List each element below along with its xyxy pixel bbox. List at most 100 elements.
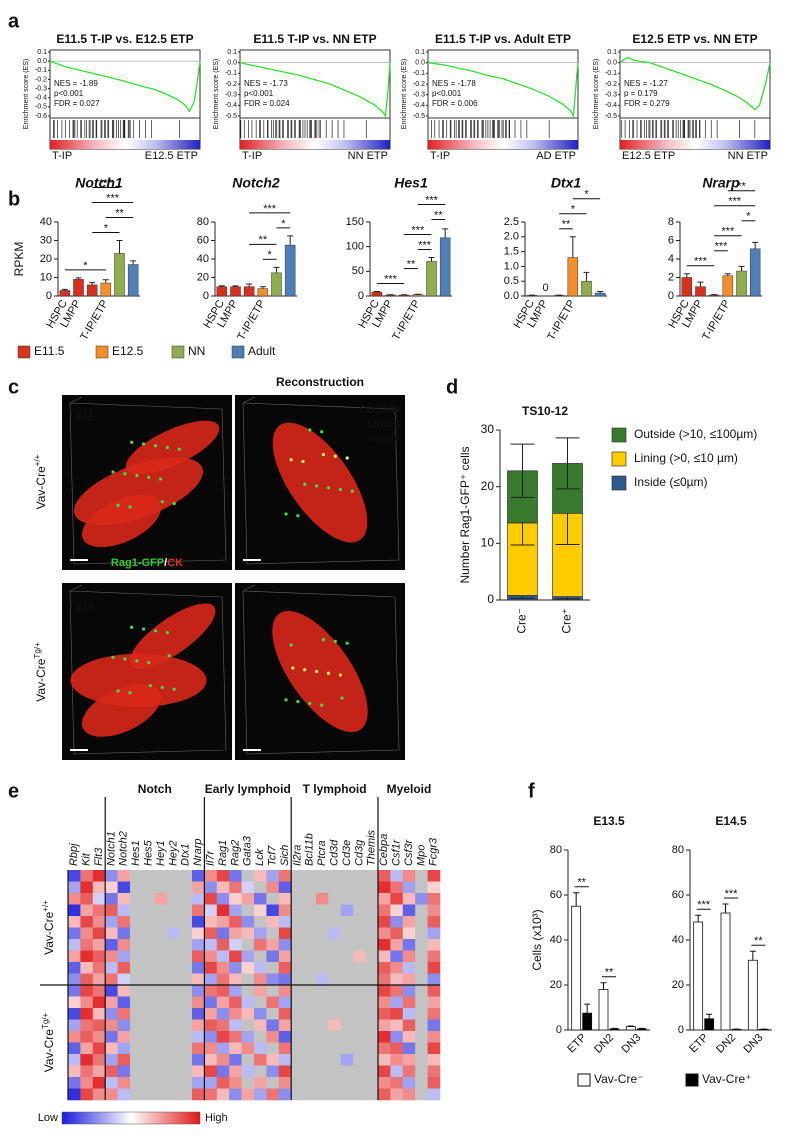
heatmap-cell bbox=[229, 904, 242, 917]
heatmap-cell bbox=[105, 985, 118, 997]
heatmap-cell bbox=[254, 950, 267, 963]
heatmap-cell bbox=[266, 916, 280, 928]
bar bbox=[284, 244, 296, 297]
heatmap-cell bbox=[68, 1065, 81, 1078]
cell-dot bbox=[345, 641, 349, 645]
heatmap-cell bbox=[167, 1019, 180, 1032]
heatmap-cell bbox=[105, 893, 118, 905]
heatmap-cell bbox=[328, 916, 342, 928]
y-tick-label: 30 bbox=[40, 234, 52, 246]
y-tick-label: 40 bbox=[550, 934, 562, 946]
heatmap-cell bbox=[117, 1054, 131, 1066]
heatmap-cell bbox=[378, 1054, 391, 1066]
heatmap-cell bbox=[105, 1088, 118, 1101]
bar bbox=[230, 286, 241, 297]
heatmap-cell bbox=[427, 1088, 441, 1101]
cell-dot bbox=[159, 477, 163, 481]
y-tick-label: 20 bbox=[40, 253, 52, 265]
heatmap-cell bbox=[216, 996, 230, 1009]
x-tick-label: Cre⁺ bbox=[560, 608, 574, 634]
heatmap-cell bbox=[229, 939, 242, 951]
heatmap-cell bbox=[80, 1054, 94, 1066]
heatmap-cell bbox=[92, 893, 106, 905]
heatmap-cell bbox=[130, 870, 143, 882]
heatmap-cell bbox=[229, 973, 242, 986]
bar bbox=[736, 270, 747, 297]
heatmap-cell bbox=[328, 962, 342, 974]
heatmap-cell bbox=[117, 870, 131, 882]
heatmap-cell bbox=[402, 1042, 416, 1055]
significance-label: * bbox=[104, 222, 109, 234]
cell-dot bbox=[172, 687, 176, 691]
y-tick-label: -0.3 bbox=[35, 85, 47, 92]
y-tick-label: 60 bbox=[550, 889, 562, 901]
significance-label: * bbox=[281, 218, 286, 230]
heatmap-cell bbox=[204, 985, 218, 997]
heatmap-cell bbox=[179, 927, 193, 940]
heatmap-cell bbox=[427, 893, 441, 905]
heatmap-cell bbox=[378, 973, 391, 986]
heatmap-cell bbox=[130, 1019, 143, 1032]
heatmap-cell bbox=[340, 1019, 354, 1032]
heatmap-cell bbox=[154, 881, 168, 894]
heatmap-cell bbox=[192, 893, 205, 905]
heatmap-cell bbox=[254, 1008, 267, 1020]
heatmap-cell bbox=[316, 939, 329, 951]
heatmap-cell bbox=[353, 1065, 366, 1078]
significance-label: ** bbox=[754, 935, 763, 947]
stain-red: CK bbox=[167, 557, 183, 569]
heatmap-cell bbox=[154, 1054, 168, 1066]
heatmap-cell bbox=[105, 1077, 118, 1089]
heatmap-cell bbox=[167, 950, 180, 963]
heatmap-cell bbox=[328, 985, 342, 997]
heatmap-cell bbox=[80, 1077, 94, 1089]
heatmap-cell bbox=[105, 973, 118, 986]
right-label: E12.5 ETP bbox=[145, 150, 198, 162]
stat-annotation: NES = -1.73 bbox=[244, 79, 288, 88]
heatmap-cell bbox=[340, 1042, 354, 1055]
cell-dot bbox=[321, 452, 325, 457]
heatmap-cell bbox=[216, 962, 230, 974]
wireframe bbox=[242, 396, 400, 565]
heatmap-cell bbox=[266, 1042, 280, 1055]
heatmap-cell bbox=[130, 916, 143, 928]
heatmap-cell bbox=[402, 973, 416, 986]
heatmap-cell bbox=[192, 927, 205, 940]
heatmap-cell bbox=[390, 1077, 404, 1089]
heatmap-cell bbox=[328, 893, 342, 905]
heatmap-cell bbox=[353, 870, 366, 882]
left-label: T-IP bbox=[52, 150, 72, 162]
heatmap-cell bbox=[68, 1054, 81, 1066]
heatmap-cell bbox=[130, 950, 143, 963]
heatmap-cell bbox=[303, 870, 317, 882]
heatmap-cell bbox=[278, 916, 292, 928]
heatmap-cell bbox=[117, 916, 131, 928]
legend-label: E11.5 bbox=[34, 344, 65, 358]
cell-dot bbox=[338, 487, 342, 492]
heatmap-cell bbox=[266, 950, 280, 963]
heatmap-cell bbox=[266, 1031, 280, 1043]
column-label: Hes1 bbox=[130, 840, 142, 866]
heatmap-cell bbox=[365, 904, 379, 917]
heatmap-cell bbox=[179, 1031, 193, 1043]
cell-dot bbox=[177, 447, 181, 451]
y-tick-label: 0.0 bbox=[607, 60, 617, 67]
heatmap-cell bbox=[229, 1077, 242, 1089]
heatmap-cell bbox=[278, 939, 292, 951]
heatmap-cell bbox=[415, 1065, 428, 1078]
column-label: Csf1r bbox=[391, 838, 403, 866]
heatmap-cell bbox=[328, 1065, 342, 1078]
heatmap-cell bbox=[179, 916, 193, 928]
heatmap-cell bbox=[291, 973, 304, 986]
heatmap-cell bbox=[167, 870, 180, 882]
heatmap-cell bbox=[278, 1019, 292, 1032]
heatmap-cell bbox=[241, 1065, 255, 1078]
heatmap-cell bbox=[204, 950, 218, 963]
heatmap-cell bbox=[241, 1077, 255, 1089]
y-tick-label: 0.1 bbox=[607, 49, 617, 56]
cell-dot bbox=[147, 661, 151, 665]
heatmap-cell bbox=[68, 1031, 81, 1043]
heatmap-cell bbox=[105, 1042, 118, 1055]
y-tick-label: 60 bbox=[197, 234, 209, 246]
column-group-label: T lymphoid bbox=[303, 782, 367, 796]
